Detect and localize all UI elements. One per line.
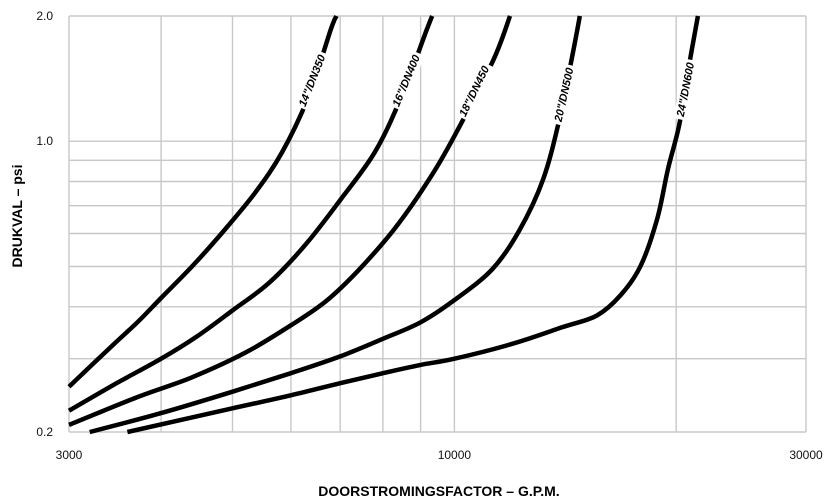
y-axis-title: DRUKVAL – psi: [9, 165, 25, 268]
curve-labels: 14"/DN350 16"/DN400 18"/DN450 20"/DN500 24"/…: [295, 50, 699, 127]
series-label-1: 14"/DN350: [297, 52, 329, 108]
series-label-3: 18"/DN450: [457, 63, 492, 118]
series-label-5: 24"/DN600: [675, 61, 698, 119]
y-tick-label: 2.0: [36, 9, 53, 23]
series-label-background: [388, 50, 425, 111]
y-tick-label: 1.0: [36, 134, 53, 148]
y-tick-label: 0.2: [36, 425, 53, 439]
series-line-4: [89, 15, 583, 435]
grid: [68, 15, 807, 433]
x-tick-label: 3000: [56, 448, 83, 462]
x-tick-label: 10000: [438, 448, 472, 462]
series-label-2: 16"/DN400: [391, 53, 424, 109]
series-line-3: [68, 15, 513, 427]
series-label-background: [455, 61, 495, 121]
x-axis-title: DOORSTROMINGSFACTOR – G.P.M.: [318, 483, 559, 499]
x-tick-label: 30000: [789, 448, 823, 462]
series-label-background: [551, 63, 579, 127]
series-label-background: [673, 58, 699, 121]
series-label-4: 20"/DN500: [552, 66, 576, 124]
series-label-background: [295, 50, 331, 111]
series-line-5: [126, 15, 701, 435]
tick-labels: 3000 10000 30000 0.2 1.0 2.0: [36, 9, 823, 462]
